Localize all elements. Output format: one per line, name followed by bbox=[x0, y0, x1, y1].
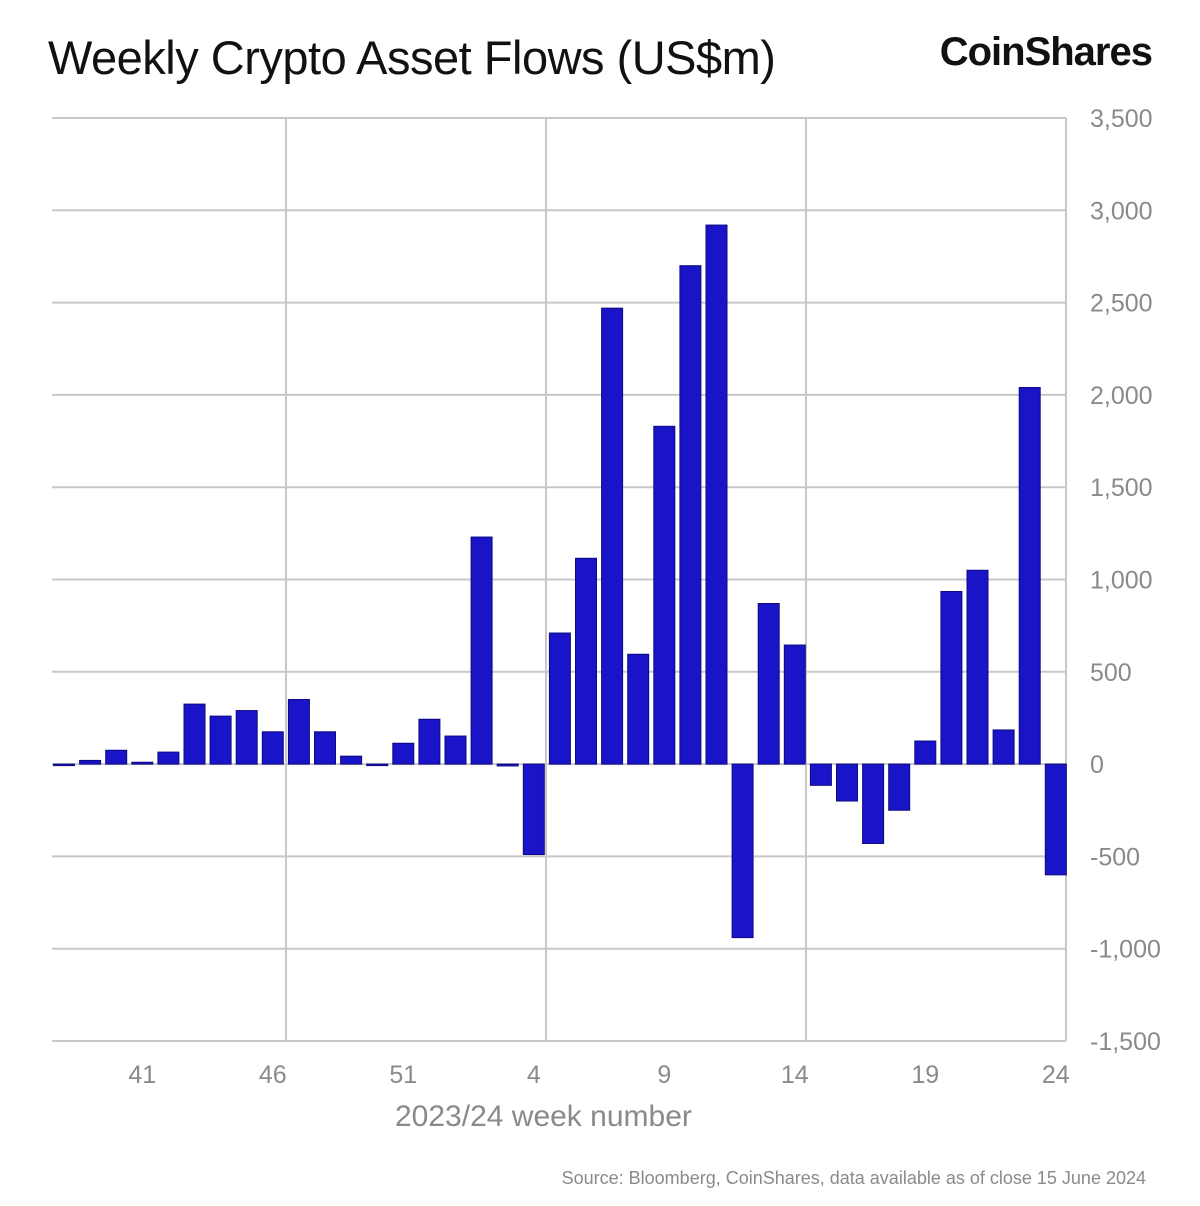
bar-week-41 bbox=[131, 761, 154, 765]
bar-week-21 bbox=[966, 569, 989, 765]
y-tick-label: 0 bbox=[1090, 751, 1104, 779]
bar-week-51 bbox=[392, 742, 415, 765]
bar-week-2 bbox=[470, 536, 493, 765]
bar-week-8 bbox=[627, 653, 650, 765]
y-tick-label: -1,000 bbox=[1090, 936, 1161, 964]
bar-week-38 bbox=[53, 763, 75, 767]
bar-week-49 bbox=[340, 755, 363, 765]
y-tick-label: 3,000 bbox=[1090, 197, 1153, 225]
x-axis-label: 2023/24 week number bbox=[395, 1100, 692, 1133]
x-tick-label: 46 bbox=[259, 1061, 287, 1089]
bar-week-50 bbox=[366, 763, 389, 767]
bar-week-16 bbox=[836, 763, 858, 802]
y-tick-label: 1,000 bbox=[1090, 567, 1153, 595]
bar-week-40 bbox=[105, 749, 128, 765]
bar-week-48 bbox=[314, 731, 336, 765]
bar-week-4 bbox=[522, 763, 545, 856]
source-note: Source: Bloomberg, CoinShares, data avai… bbox=[561, 1168, 1146, 1188]
coinshares-logo: CoinShares bbox=[939, 30, 1153, 74]
bar-week-7 bbox=[601, 307, 624, 765]
bar-week-44 bbox=[209, 715, 232, 765]
y-tick-label: -1,500 bbox=[1090, 1028, 1161, 1056]
bar-week-12 bbox=[731, 763, 754, 939]
bar-week-18 bbox=[888, 763, 911, 811]
y-tick-label: 2,500 bbox=[1090, 290, 1153, 318]
x-tick-label: 51 bbox=[389, 1061, 417, 1089]
x-tick-label: 4 bbox=[527, 1061, 541, 1089]
y-tick-label: -500 bbox=[1090, 843, 1140, 871]
bar-week-45 bbox=[235, 710, 258, 765]
bar-week-10 bbox=[679, 265, 702, 765]
bar-week-43 bbox=[183, 703, 206, 765]
bar-week-14 bbox=[783, 644, 806, 765]
x-tick-label: 14 bbox=[781, 1061, 809, 1089]
chart-title: Weekly Crypto Asset Flows (US$m) bbox=[48, 31, 776, 84]
bar-week-5 bbox=[548, 632, 571, 765]
x-tick-label: 24 bbox=[1042, 1061, 1070, 1089]
bar-week-52 bbox=[418, 718, 441, 765]
bar-week-15 bbox=[809, 763, 832, 786]
bar-week-17 bbox=[862, 763, 885, 844]
y-tick-label: 500 bbox=[1090, 659, 1132, 687]
bar-week-39 bbox=[79, 759, 102, 765]
y-tick-label: 2,000 bbox=[1090, 382, 1153, 410]
bar-week-42 bbox=[157, 751, 180, 765]
bar-week-9 bbox=[653, 425, 676, 765]
bar-week-13 bbox=[757, 602, 780, 765]
bar-week-11 bbox=[705, 224, 728, 765]
x-tick-label: 41 bbox=[128, 1061, 156, 1089]
bar-week-3 bbox=[496, 763, 519, 767]
bar-week-47 bbox=[287, 698, 310, 765]
bar-week-20 bbox=[940, 590, 963, 765]
bar-week-24 bbox=[1044, 763, 1067, 876]
bar-week-6 bbox=[575, 557, 597, 765]
y-tick-label: 1,500 bbox=[1090, 474, 1153, 502]
bar-week-23 bbox=[1018, 387, 1041, 765]
bar-week-46 bbox=[261, 731, 284, 765]
x-tick-label: 9 bbox=[657, 1061, 671, 1089]
y-tick-label: 3,500 bbox=[1090, 105, 1153, 133]
bar-week-19 bbox=[914, 740, 937, 765]
x-tick-label: 19 bbox=[911, 1061, 939, 1089]
bar-week-1 bbox=[444, 735, 467, 765]
bar-week-22 bbox=[992, 729, 1015, 765]
